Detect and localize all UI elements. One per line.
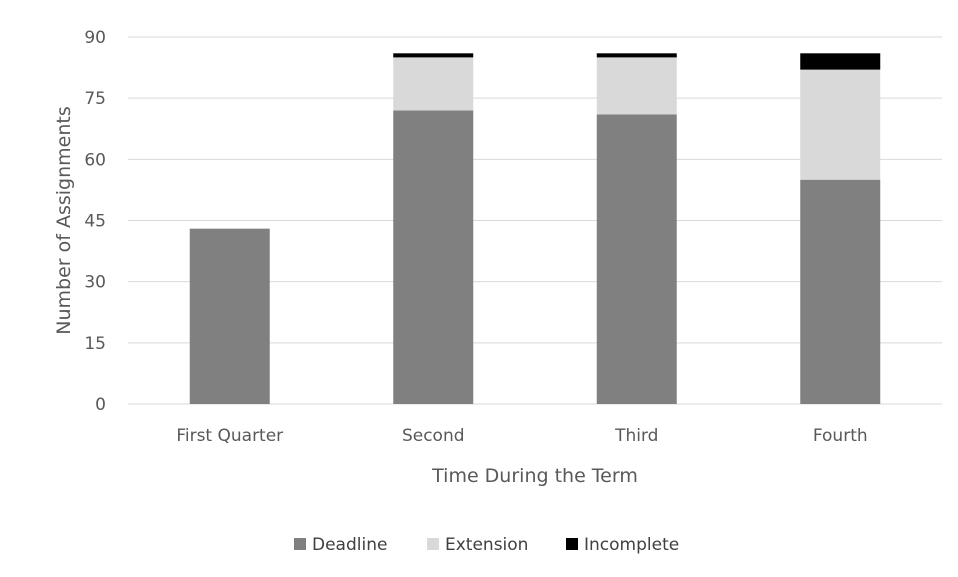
bar-incomplete-1: [393, 53, 474, 58]
legend-label: Deadline: [312, 535, 387, 555]
y-tick-label: 0: [95, 395, 106, 415]
x-axis-ticks: First Quarter Second Third Fourth: [176, 426, 867, 446]
x-axis-title: Time During the Term: [431, 465, 638, 487]
y-tick-label: 60: [84, 150, 106, 170]
legend-item-incomplete: Incomplete: [566, 535, 679, 555]
legend-item-deadline: Deadline: [294, 535, 387, 555]
y-tick-label: 75: [84, 89, 106, 109]
y-tick-label: 15: [84, 334, 106, 354]
legend-label: Extension: [445, 535, 528, 555]
x-tick-label: Third: [614, 426, 658, 446]
bar-deadline-1: [393, 110, 474, 405]
bar-deadline-3: [800, 179, 881, 404]
x-tick-label: Second: [402, 426, 465, 446]
bar-deadline-2: [596, 114, 677, 404]
y-tick-label: 45: [84, 212, 106, 232]
bar-extension-3: [800, 69, 881, 180]
legend-swatch: [427, 538, 439, 550]
x-tick-label: Fourth: [813, 426, 868, 446]
bar-extension-2: [596, 57, 677, 115]
legend-swatch: [294, 538, 306, 550]
legend-label: Incomplete: [584, 535, 679, 555]
bar-deadline-0: [189, 228, 270, 404]
x-tick-label: First Quarter: [176, 426, 283, 446]
y-axis-ticks: 0 15 30 45 60 75 90: [84, 28, 106, 415]
bars: [189, 53, 881, 405]
y-tick-label: 90: [84, 28, 106, 48]
bar-incomplete-3: [800, 53, 881, 70]
legend-swatch: [566, 538, 578, 550]
y-axis-title: Number of Assignments: [53, 106, 75, 334]
legend-item-extension: Extension: [427, 535, 528, 555]
bar-incomplete-2: [596, 53, 677, 58]
bar-extension-1: [393, 57, 474, 111]
legend: Deadline Extension Incomplete: [294, 535, 679, 555]
y-tick-label: 30: [84, 273, 106, 293]
